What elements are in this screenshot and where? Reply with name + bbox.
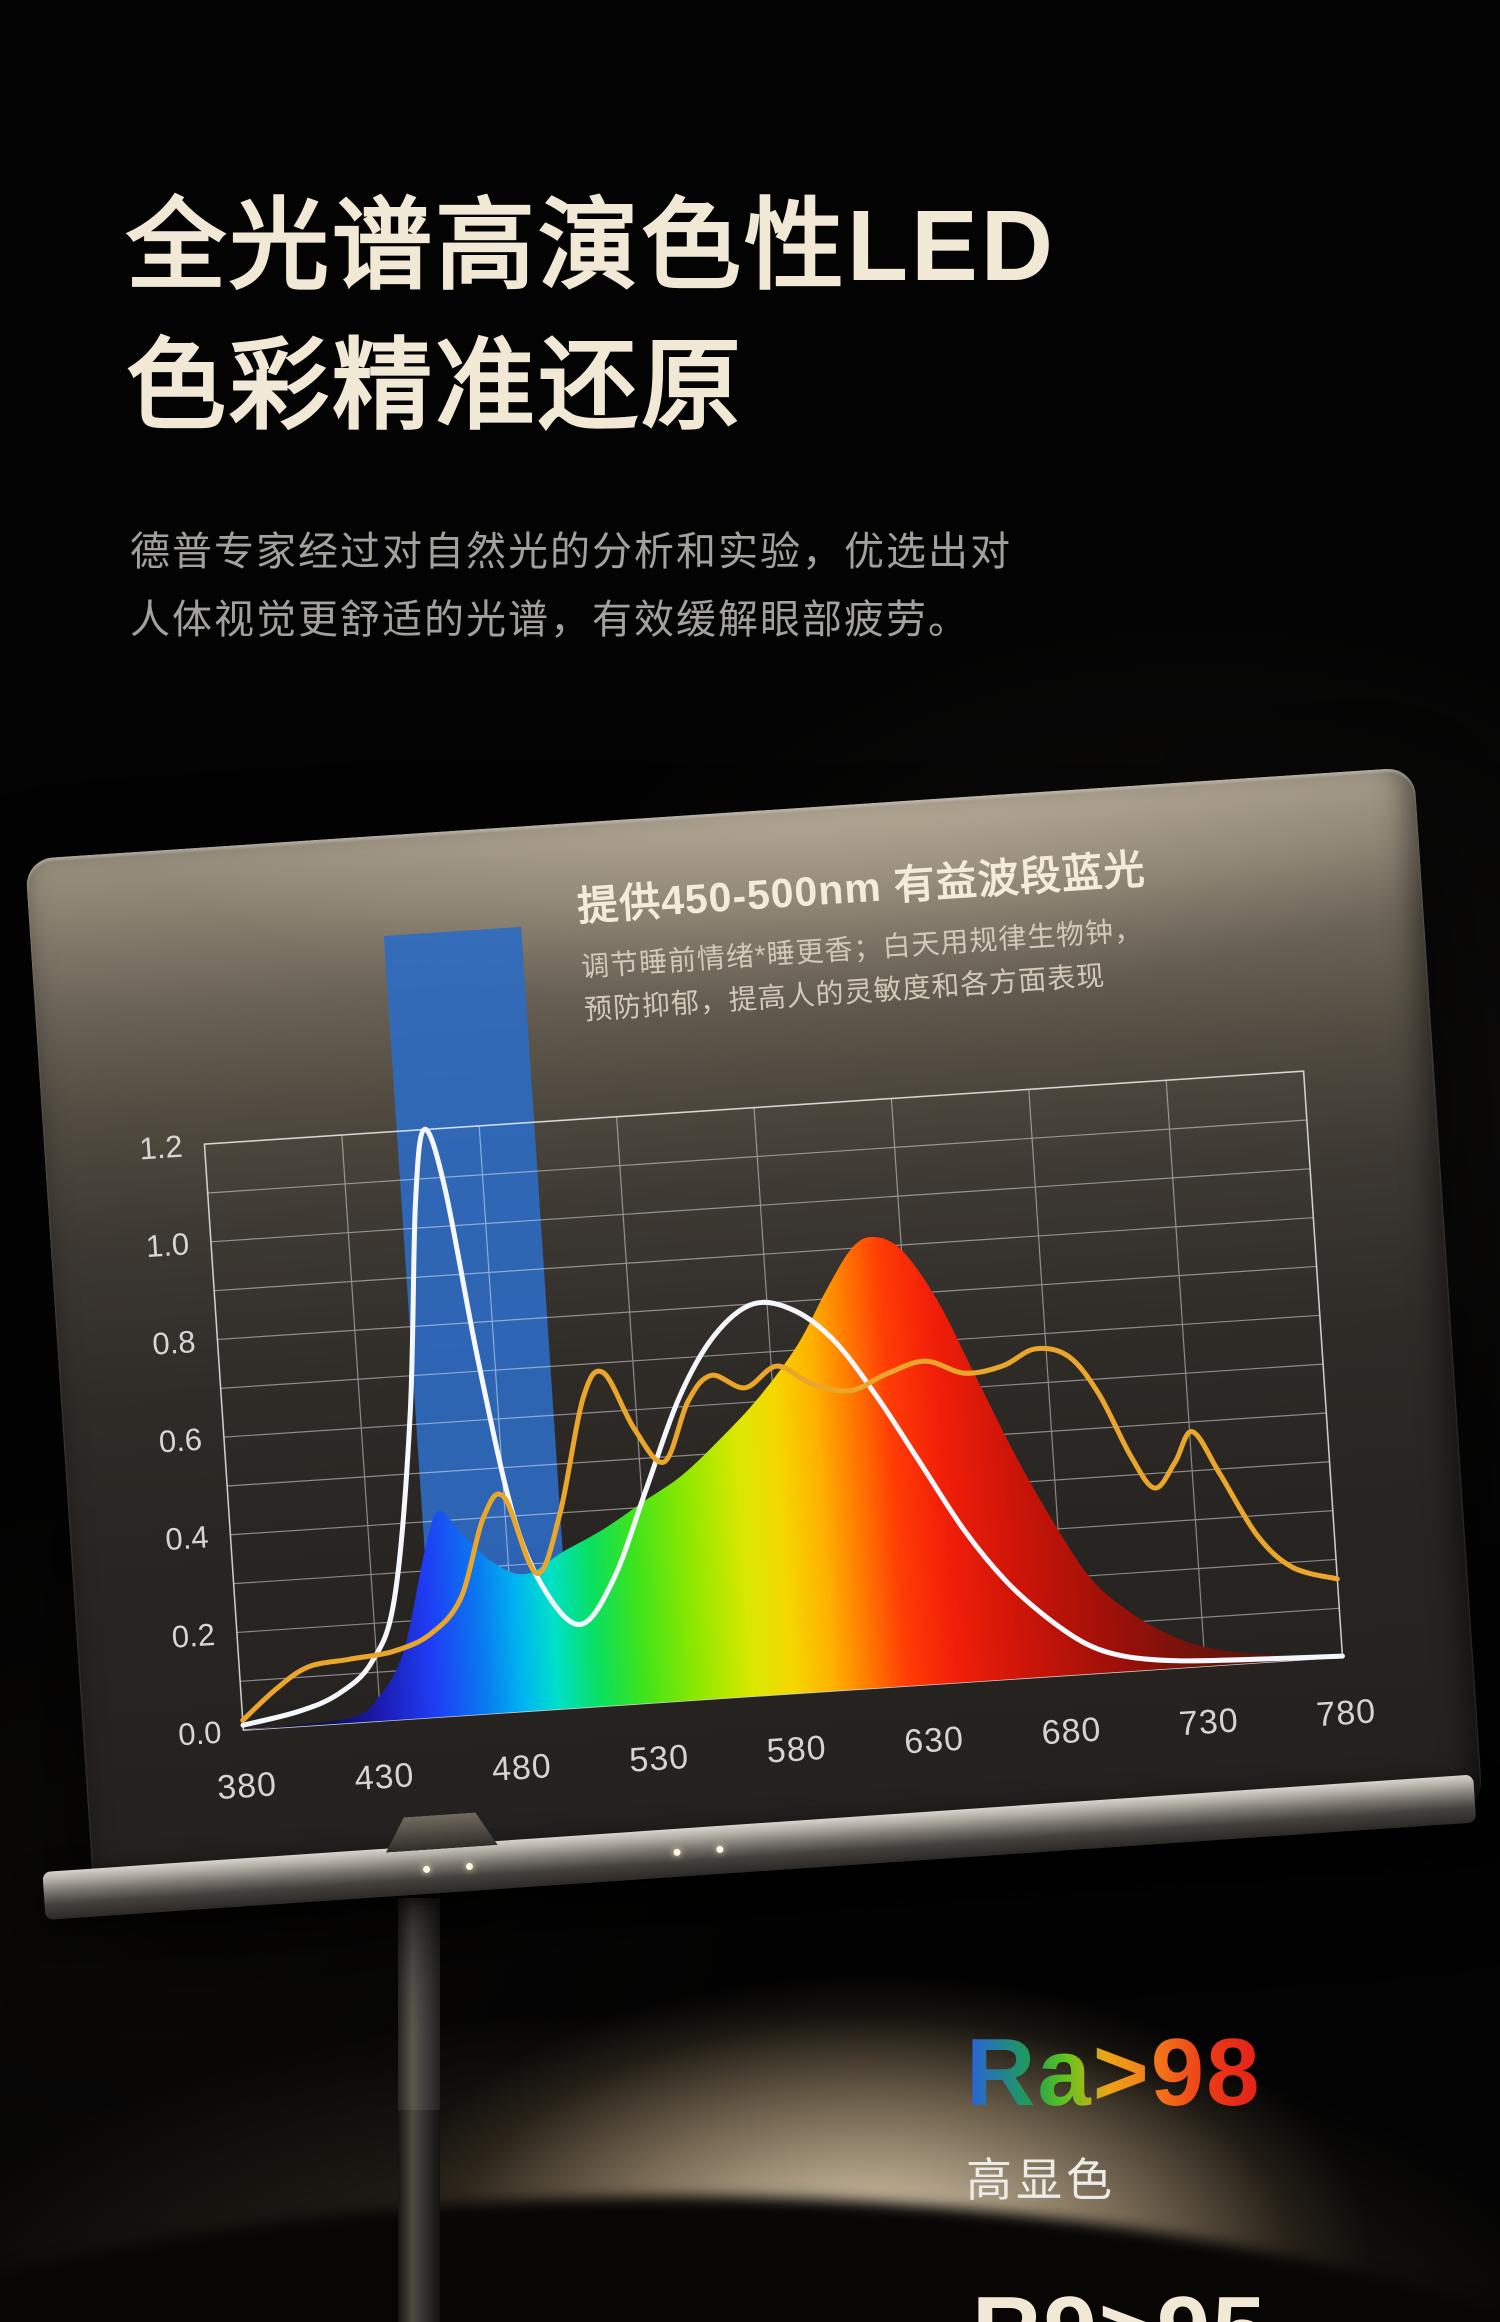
svg-text:780: 780 bbox=[1315, 1692, 1377, 1734]
spectrum-chart-svg: 380 430 480 530 580 630 680 730 780 1.2 1.0 0.8 0.6 0… bbox=[138, 926, 1377, 1807]
led-spectrum-fill bbox=[243, 1237, 1343, 1731]
ra-label: 高显色 bbox=[966, 2154, 1116, 2206]
page-description: 德普专家经过对自然光的分析和实验，优选出对 人体视觉更舒适的光谱，有效缓解眼部疲… bbox=[130, 518, 1012, 654]
svg-text:430: 430 bbox=[353, 1756, 415, 1798]
svg-text:1.2: 1.2 bbox=[138, 1129, 183, 1167]
svg-text:480: 480 bbox=[491, 1747, 553, 1789]
lamp-pole bbox=[398, 1898, 440, 2322]
svg-text:680: 680 bbox=[1040, 1711, 1102, 1753]
page-title-line1: 全光谱高演色性LED bbox=[126, 190, 1056, 302]
svg-text:0.0: 0.0 bbox=[177, 1715, 222, 1753]
page-title-line2: 色彩精准还原 bbox=[126, 330, 744, 442]
r9-badge: R9>95 bbox=[972, 2276, 1268, 2322]
comparison-yellow-curve bbox=[240, 1345, 1340, 1723]
ra-value: Ra>98 bbox=[966, 2019, 1262, 2126]
spectrum-screen-panel: 提供450-500nm 有益波段蓝光 调节睡前情绪*睡更香；白天用规律生物钟， … bbox=[24, 767, 1484, 1901]
spectrum-chart: 380 430 480 530 580 630 680 730 780 1.2 1.0 0.8 0.6 0… bbox=[25, 767, 1483, 1901]
page-description-line1: 德普专家经过对自然光的分析和实验，优选出对 bbox=[130, 530, 1012, 574]
svg-text:630: 630 bbox=[903, 1720, 965, 1762]
lamp-indicator-dot bbox=[422, 1865, 431, 1874]
lamp-indicator-dot bbox=[673, 1848, 681, 1857]
page-description-line2: 人体视觉更舒适的光谱，有效缓解眼部疲劳。 bbox=[130, 598, 970, 642]
svg-text:380: 380 bbox=[216, 1765, 278, 1807]
blue-band-highlight bbox=[383, 926, 574, 1718]
lamp-indicator-dot bbox=[465, 1862, 474, 1871]
ra-badge: Ra>98 高显色 bbox=[966, 2018, 1262, 2210]
svg-text:0.6: 0.6 bbox=[158, 1422, 203, 1460]
x-tick-labels: 380 430 480 530 580 630 680 730 780 bbox=[216, 1692, 1377, 1807]
y-tick-labels: 1.2 1.0 0.8 0.6 0.4 0.2 0.0 bbox=[138, 1129, 222, 1753]
lamp-indicator-dot bbox=[716, 1845, 724, 1854]
svg-text:1.0: 1.0 bbox=[145, 1226, 190, 1264]
svg-text:530: 530 bbox=[628, 1738, 690, 1780]
reference-white-curve bbox=[240, 1127, 1345, 1728]
svg-text:0.4: 0.4 bbox=[164, 1519, 209, 1557]
lamp-pole-upper-segment bbox=[398, 1898, 440, 2110]
svg-text:730: 730 bbox=[1178, 1701, 1240, 1743]
svg-text:0.8: 0.8 bbox=[151, 1324, 196, 1362]
page-title: 全光谱高演色性LED 色彩精准还原 bbox=[126, 176, 1056, 456]
svg-text:580: 580 bbox=[766, 1729, 828, 1771]
svg-text:0.2: 0.2 bbox=[171, 1617, 216, 1655]
